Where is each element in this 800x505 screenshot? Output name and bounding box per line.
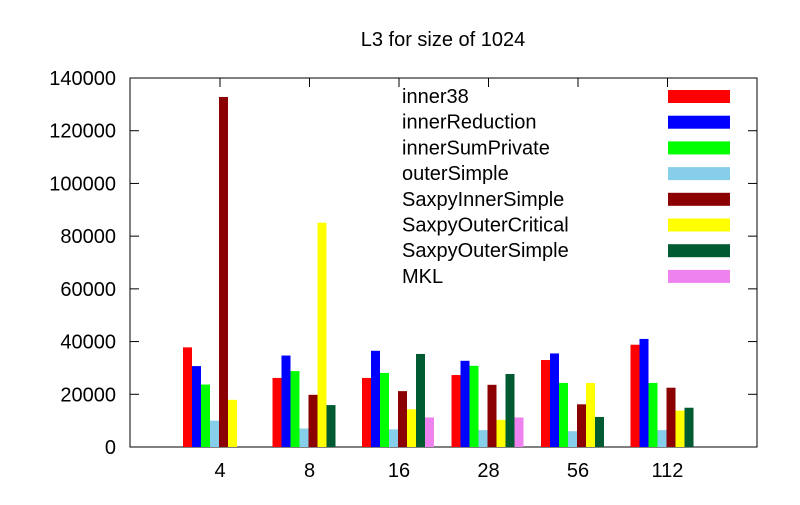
x-tick-label: 28 [477,460,499,482]
bar-innerreduction-56 [550,353,559,447]
y-tick-label: 80000 [60,226,116,248]
legend-swatch [668,141,730,155]
legend-label: inner38 [402,86,469,108]
bar-saxpyoutersimple-8 [326,405,336,447]
y-tick-label: 140000 [49,68,116,90]
bar-saxpyoutercritical-56 [586,382,595,447]
legend-swatch [668,244,730,258]
legend-label: innerSumPrivate [402,137,550,159]
bar-outersimple-16 [389,429,398,447]
bar-inner38-16 [362,377,371,447]
bar-saxpyinnersimple-16 [398,391,407,447]
bar-innerreduction-28 [460,360,470,447]
bar-inner38-28 [451,375,461,447]
bar-saxpyoutercritical-16 [407,409,416,447]
bar-saxpyoutercritical-4 [228,399,237,447]
bar-mkl-16 [425,417,434,447]
bars [183,96,694,447]
bar-inner38-112 [630,344,640,447]
legend-label: SaxpyOuterCritical [402,215,569,237]
bar-inner38-4 [183,347,192,447]
bar-outersimple-8 [299,428,309,447]
chart-title: L3 for size of 1024 [361,29,526,51]
bar-innerreduction-16 [371,350,380,447]
legend-swatch [668,115,730,129]
plot-frame [129,77,758,448]
bar-saxpyinnersimple-112 [666,387,676,447]
bar-inner38-8 [272,377,282,447]
legend-swatch [668,269,730,283]
legend-label: SaxpyInnerSimple [402,189,564,211]
bar-saxpyoutercritical-28 [496,419,506,447]
bar-saxpyinnersimple-8 [308,394,318,447]
legend-label: innerReduction [402,112,537,134]
x-axis: 4 8 16 28 56 112 [214,78,683,482]
bar-saxpyoutercritical-8 [317,222,327,447]
y-axis: 0 20000 40000 60000 80000 100000 120000 140000 [49,68,757,459]
x-tick-label: 56 [567,460,589,482]
x-tick-label: 4 [214,460,225,482]
y-tick-label: 40000 [60,332,116,354]
bar-saxpyoutersimple-112 [684,407,694,447]
y-tick-label: 120000 [49,121,116,143]
y-tick-label: 20000 [60,384,116,406]
bar-saxpyinnersimple-28 [487,384,497,447]
bar-innerreduction-8 [281,355,291,447]
bar-innersumprivate-56 [559,382,568,447]
plot-border [129,77,758,448]
bar-outersimple-28 [478,430,488,447]
bar-saxpyoutersimple-28 [505,373,515,447]
bar-saxpyinnersimple-4 [219,96,228,447]
bar-innersumprivate-8 [290,371,300,447]
bar-saxpyoutersimple-56 [595,416,604,447]
bar-outersimple-4 [210,420,219,447]
bar-innersumprivate-112 [648,382,658,447]
legend-swatch [668,218,730,232]
x-tick-label: 112 [652,460,684,482]
x-tick-label: 16 [388,460,410,482]
bar-mkl-28 [514,417,524,447]
bar-innersumprivate-16 [380,372,389,447]
y-tick-label: 0 [105,437,116,459]
bar-innerreduction-112 [639,338,649,447]
bar-saxpyoutersimple-16 [416,353,425,447]
y-tick-label: 100000 [49,173,116,195]
bar-inner38-56 [541,360,550,447]
bar-outersimple-112 [657,430,667,447]
y-tick-label: 60000 [60,279,116,301]
bar-saxpyoutercritical-112 [675,410,685,447]
x-tick-label: 8 [304,460,315,482]
legend-label: outerSimple [402,163,509,185]
bar-innersumprivate-4 [201,384,210,447]
bar-innerreduction-4 [192,366,201,447]
bar-innersumprivate-28 [469,365,479,447]
legend-swatch [668,192,730,206]
bar-outersimple-56 [568,431,577,447]
legend-label: MKL [402,266,443,288]
legend-swatch [668,90,730,103]
legend: inner38 innerReduction innerSumPrivate oute… [402,86,730,288]
legend-label: SaxpyOuterSimple [402,240,569,262]
legend-swatch [668,167,730,181]
bar-saxpyinnersimple-56 [577,404,586,447]
